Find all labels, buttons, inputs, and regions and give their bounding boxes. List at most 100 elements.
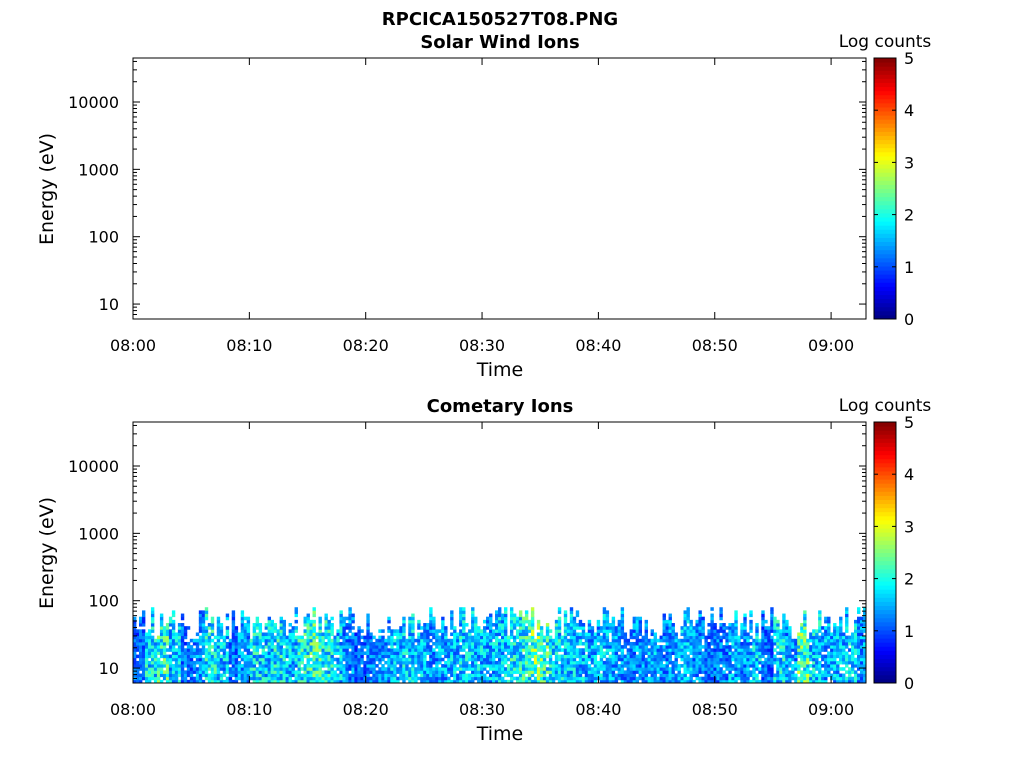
heatmap-cell	[336, 679, 340, 684]
heatmap-cell	[267, 660, 272, 665]
heatmap-cell	[294, 610, 298, 614]
heatmap-cell	[387, 667, 391, 671]
heatmap-cell	[575, 679, 580, 684]
heatmap-cell	[779, 660, 783, 665]
colorbar-tick-label: 5	[904, 49, 914, 68]
heatmap-cell	[767, 657, 771, 662]
colorbar-swatch	[874, 564, 896, 570]
heatmap-cell	[165, 632, 170, 637]
heatmap-cell	[527, 623, 532, 627]
heatmap-cell	[860, 641, 864, 646]
heatmap-cell	[174, 641, 179, 646]
heatmap-cell	[330, 626, 334, 630]
heatmap-cell	[501, 641, 505, 646]
heatmap-cell	[447, 676, 451, 681]
heatmap-cell	[327, 645, 331, 649]
heatmap-cell	[336, 641, 340, 646]
heatmap-cell	[243, 635, 248, 640]
heatmap-cell	[399, 657, 403, 662]
heatmap-cell	[665, 670, 669, 674]
heatmap-cell	[716, 676, 720, 681]
heatmap-cell	[587, 670, 592, 674]
heatmap-cell	[420, 657, 424, 662]
heatmap-cell	[821, 645, 825, 649]
heatmap-cell	[686, 660, 690, 665]
heatmap-cell	[222, 645, 227, 649]
heatmap-cell	[141, 657, 146, 662]
heatmap-cell	[818, 619, 822, 624]
heatmap-cell	[264, 635, 269, 640]
heatmap-cell	[770, 679, 774, 684]
heatmap-cell	[617, 629, 622, 633]
heatmap-cell	[135, 654, 140, 659]
heatmap-cell	[402, 641, 406, 646]
heatmap-cell	[515, 660, 520, 665]
heatmap-cell	[222, 641, 227, 646]
heatmap-cell	[563, 632, 568, 637]
heatmap-cell	[743, 638, 747, 643]
heatmap-cell	[827, 632, 831, 637]
heatmap-cell	[557, 657, 562, 662]
heatmap-cell	[845, 660, 849, 665]
heatmap-cell	[348, 673, 352, 678]
heatmap-cell	[141, 635, 146, 640]
heatmap-cell	[815, 635, 819, 640]
heatmap-cell	[857, 648, 861, 652]
heatmap-cell	[524, 667, 529, 671]
heatmap-cell	[506, 667, 511, 671]
heatmap-cell	[489, 667, 493, 671]
heatmap-cell	[536, 648, 541, 652]
heatmap-cell	[530, 648, 535, 652]
heatmap-cell	[650, 660, 654, 665]
heatmap-cell	[282, 619, 286, 624]
heatmap-cell	[842, 660, 846, 665]
heatmap-cell	[198, 679, 203, 684]
heatmap-cell	[321, 679, 325, 684]
heatmap-cell	[222, 679, 227, 684]
heatmap-cell	[297, 638, 301, 643]
heatmap-cell	[647, 676, 651, 681]
heatmap-cell	[159, 654, 164, 659]
heatmap-cell	[665, 651, 669, 655]
heatmap-cell	[210, 651, 215, 655]
heatmap-cell	[662, 648, 666, 652]
heatmap-cell	[462, 635, 466, 640]
heatmap-cell	[710, 667, 714, 671]
heatmap-cell	[749, 623, 753, 627]
heatmap-cell	[833, 679, 837, 684]
heatmap-cell	[234, 632, 239, 637]
heatmap-cell	[605, 667, 610, 671]
heatmap-cell	[162, 632, 167, 637]
heatmap-cell	[809, 651, 813, 655]
heatmap-cell	[165, 657, 170, 662]
heatmap-cell	[563, 670, 568, 674]
heatmap-cell	[698, 670, 702, 674]
heatmap-cell	[288, 679, 292, 684]
heatmap-cell	[138, 660, 143, 665]
heatmap-cell	[719, 654, 723, 659]
heatmap-cell	[773, 619, 777, 624]
heatmap-cell	[321, 654, 325, 659]
heatmap-cell	[545, 654, 550, 659]
heatmap-cell	[168, 676, 173, 681]
heatmap-cell	[740, 623, 744, 627]
heatmap-cell	[761, 673, 765, 678]
heatmap-cell	[450, 638, 454, 643]
heatmap-cell	[812, 679, 816, 684]
heatmap-cell	[755, 667, 759, 671]
heatmap-cell	[336, 676, 340, 681]
heatmap-cell	[686, 632, 690, 637]
heatmap-cell	[330, 670, 334, 674]
heatmap-cell	[545, 670, 550, 674]
heatmap-cell	[369, 657, 373, 662]
heatmap-cell	[360, 679, 364, 684]
heatmap-cell	[261, 648, 266, 652]
heatmap-cell	[405, 657, 409, 662]
heatmap-cell	[743, 635, 747, 640]
heatmap-cell	[300, 660, 304, 665]
heatmap-cell	[270, 657, 275, 662]
heatmap-cell	[201, 638, 206, 643]
heatmap-cell	[674, 638, 678, 643]
heatmap-cell	[509, 670, 514, 674]
heatmap-cell	[566, 626, 571, 630]
